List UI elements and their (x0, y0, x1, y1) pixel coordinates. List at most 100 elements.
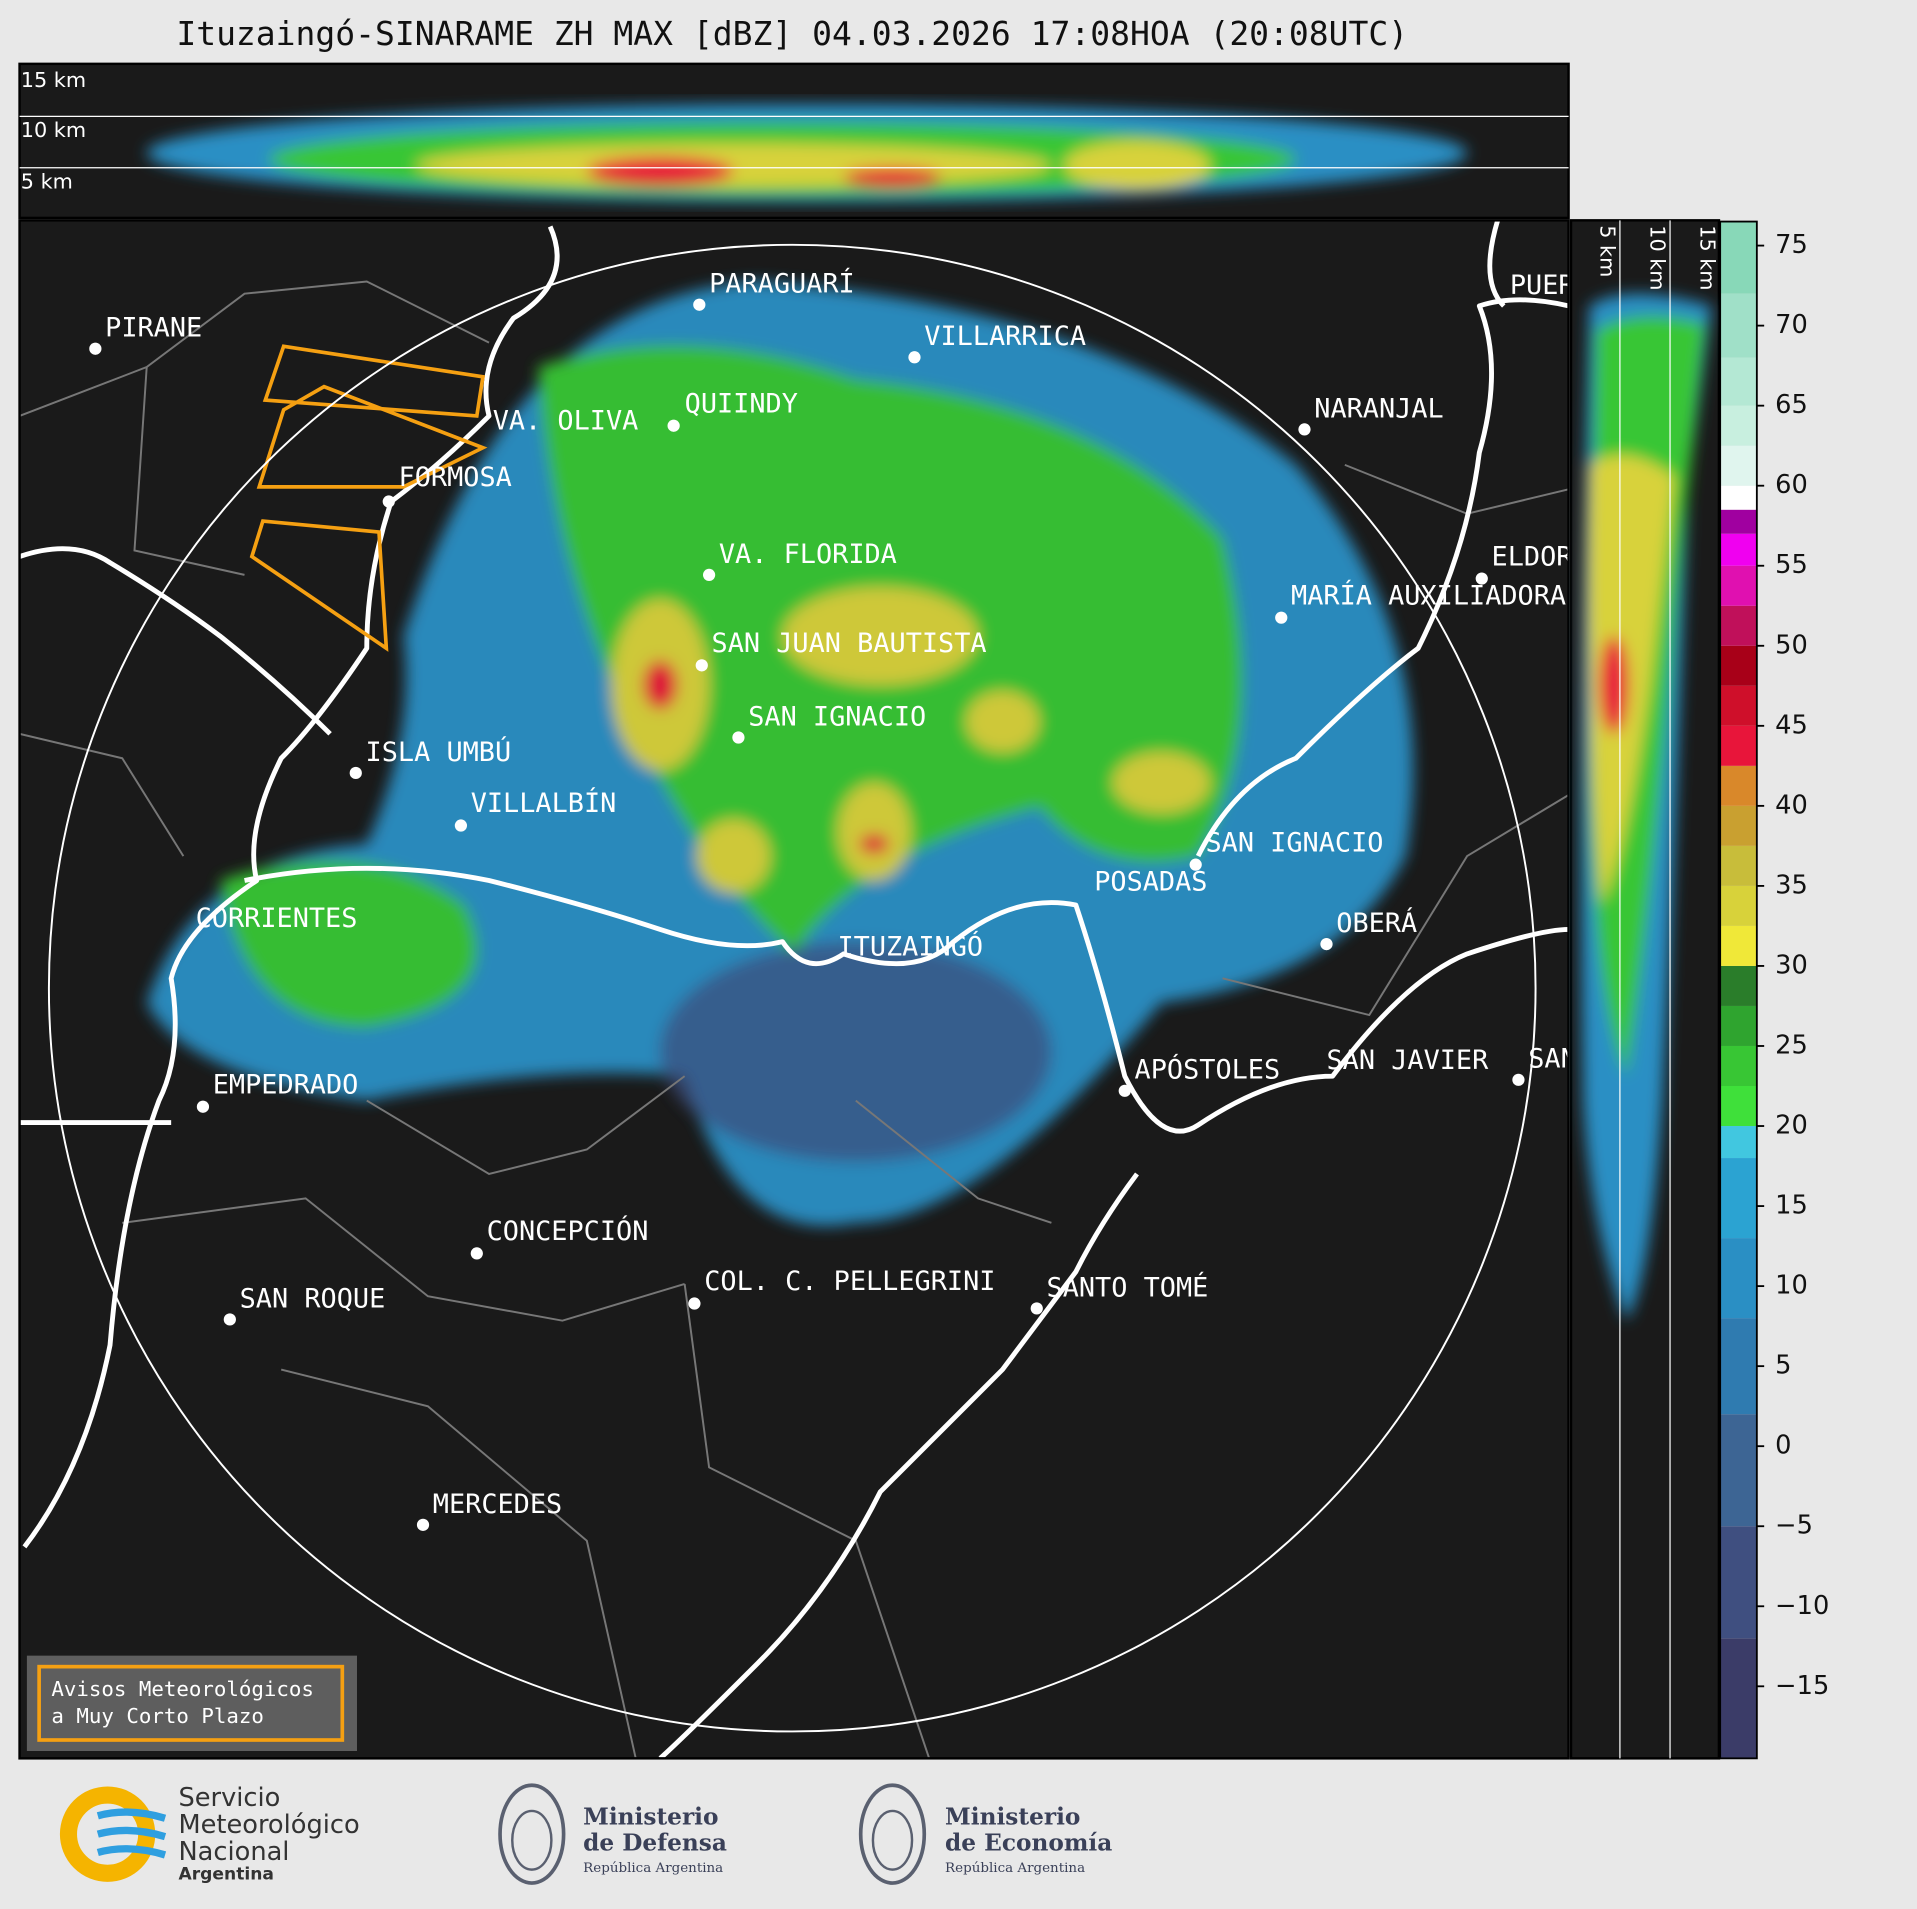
city-label: ISLA UMBÚ (366, 736, 512, 768)
city-dot (470, 1247, 483, 1260)
city-label: SANTO TOMÉ (1047, 1271, 1209, 1303)
colorbar-tick-label: 50 (1775, 630, 1808, 660)
city-dot (416, 1518, 430, 1531)
color-band (1720, 1005, 1757, 1046)
colorbar-tick-label: −10 (1775, 1591, 1829, 1621)
city-dot (196, 1100, 210, 1113)
colorbar-tick-label: 0 (1775, 1431, 1791, 1461)
color-band (1720, 845, 1757, 886)
city-dot (732, 731, 745, 744)
colorbar-tick-label: 20 (1775, 1111, 1808, 1141)
color-band (1720, 925, 1757, 966)
height-label: 15 km (21, 68, 86, 92)
side-section: 5 km 10 km 15 km (1569, 219, 1721, 1760)
city-dot (1298, 423, 1311, 436)
map-frame (18, 219, 1570, 1760)
color-band (1720, 605, 1757, 646)
colorbar-tick-label: 60 (1775, 470, 1808, 500)
city-label: SAN IGNACIO (1205, 827, 1383, 858)
city-dot (693, 298, 706, 311)
city-label: VILLARRICA (924, 321, 1086, 352)
logo-economia: Ministerio de Economía República Argenti… (858, 1783, 1112, 1885)
color-band (1720, 565, 1757, 606)
colorbar-tick-label: 35 (1775, 870, 1808, 900)
city-label: CONCEPCIÓN (487, 1215, 649, 1247)
logo-text: República Argentina (945, 1861, 1085, 1876)
city-dot (223, 1313, 236, 1326)
city-label: OBERÁ (1336, 907, 1417, 939)
color-band (1720, 645, 1757, 686)
city-dot (89, 342, 102, 355)
color-band (1720, 445, 1757, 486)
city-dot (1189, 858, 1202, 871)
logo-text: de Defensa (583, 1829, 727, 1856)
city-dot (1512, 1073, 1525, 1086)
city-label: QUIINDY (685, 388, 798, 419)
color-band (1720, 485, 1757, 510)
city-label: EMPEDRADO (213, 1069, 359, 1100)
city-dot (454, 819, 468, 832)
color-band (1720, 965, 1757, 1006)
city-label: SAN JAVIER (1326, 1045, 1489, 1076)
logo-text: Servicio (178, 1783, 280, 1813)
city-label: SAN JUAN BAUTISTA (712, 628, 987, 659)
city-dot (1030, 1302, 1043, 1315)
city-label: NARANJAL (1314, 393, 1443, 424)
city-label: APÓSTOLES (1135, 1054, 1281, 1086)
colorbar-tick-label: 30 (1775, 950, 1808, 980)
city-dot (702, 568, 716, 582)
city-label: MARÍA AUXILIADORA (1291, 579, 1566, 611)
city-dot (1118, 1084, 1131, 1097)
city-dot (382, 495, 395, 508)
color-band (1720, 805, 1757, 846)
colorbar-tick-label: −5 (1775, 1511, 1813, 1541)
colorbar-tick-label: 55 (1775, 550, 1808, 580)
color-band (1720, 221, 1757, 294)
city-dot (1275, 611, 1288, 624)
warning-legend: Avisos Meteorológicos (51, 1677, 314, 1701)
color-band (1720, 725, 1757, 766)
city-label: POSADAS (1094, 866, 1207, 897)
city-label: SAN IGNACIO (748, 701, 926, 732)
color-band (1720, 1414, 1757, 1527)
logo-text: República Argentina (583, 1861, 723, 1876)
city-dot (908, 351, 921, 364)
color-band (1720, 1238, 1757, 1319)
colorbar-tick-label: 25 (1775, 1030, 1808, 1060)
city-label: PIRANE (105, 313, 202, 344)
colorbar-tick-label: 5 (1775, 1351, 1791, 1381)
height-label: 10 km (1646, 225, 1670, 290)
color-band (1720, 1526, 1757, 1639)
color-band (1720, 1086, 1757, 1127)
colorbar-frame (1719, 220, 1758, 1760)
color-band (1720, 509, 1757, 534)
color-band (1720, 1318, 1757, 1415)
city-label: VA. OLIVA (493, 406, 639, 437)
city-dot (349, 766, 362, 780)
colorbar-tick-label: 75 (1775, 230, 1808, 260)
city-label: COL. C. PELLEGRINI (704, 1266, 995, 1297)
city-label: ELDORADO (1492, 541, 1621, 572)
logo-text: Ministerio (945, 1804, 1080, 1831)
logo-text: Nacional (178, 1837, 289, 1867)
logo-text: Argentina (178, 1864, 273, 1884)
city-dot (688, 1297, 701, 1310)
color-band (1720, 405, 1757, 446)
city-label: MERCEDES (433, 1489, 562, 1520)
color-band (1720, 685, 1757, 726)
city-label: PARAGUARÍ (709, 268, 855, 300)
city-label: ITUZAINGÓ (837, 930, 983, 962)
logo-defensa: Ministerio de Defensa República Argentin… (498, 1783, 727, 1885)
logo-text: Ministerio (583, 1804, 718, 1831)
color-band (1720, 357, 1757, 406)
colorbar-tick-label: 70 (1775, 310, 1808, 340)
color-band (1720, 533, 1757, 566)
color-band (1720, 1126, 1757, 1159)
city-dot (1475, 572, 1488, 585)
colorbar-tick-label: 65 (1775, 390, 1808, 420)
logo-text: Meteorológico (178, 1810, 359, 1840)
colorbar-tick-label: 40 (1775, 790, 1808, 820)
color-band (1720, 1045, 1757, 1087)
